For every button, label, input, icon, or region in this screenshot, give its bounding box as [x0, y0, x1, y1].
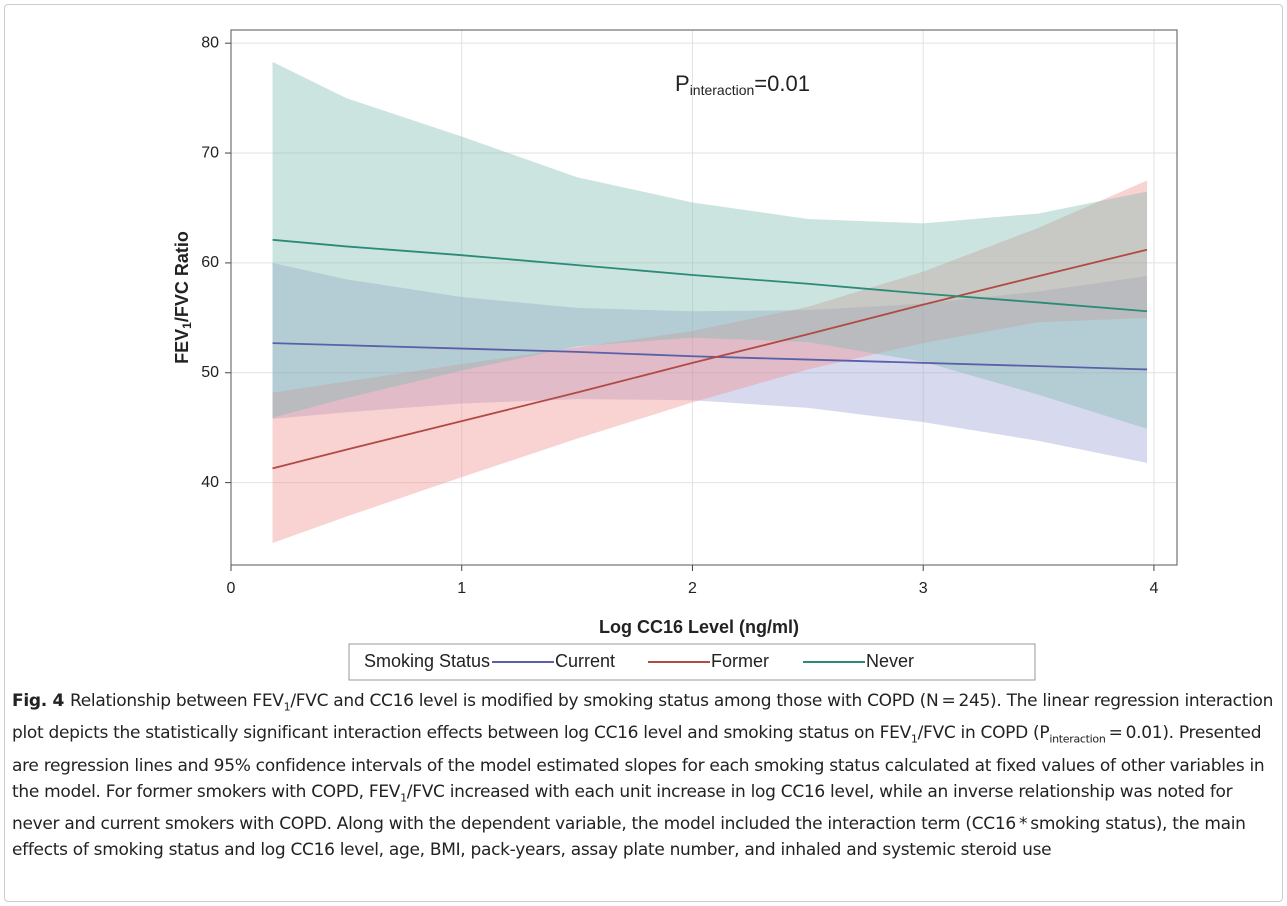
annotation-subscript: interaction: [690, 82, 755, 98]
x-tick-label: 2: [688, 580, 697, 597]
caption-text: /FVC in COPD (P: [917, 723, 1050, 744]
regression-line: [272, 238, 1148, 313]
x-tick-label: 4: [1149, 580, 1158, 597]
y-axis-label: FEV1/FVC Ratio: [172, 231, 194, 364]
caption-text: /FVC increased with each unit increase i…: [12, 781, 1246, 861]
caption-subscript: 1: [910, 732, 918, 746]
caption-text: /FVC and CC16 level is modified by smoki…: [12, 691, 1274, 744]
annotation: Pinteraction=0.01: [675, 71, 810, 98]
y-tick-label: 60: [201, 254, 219, 271]
legend-label: Current: [555, 651, 615, 671]
caption-label: Fig. 4: [12, 691, 65, 711]
x-tick-label: 3: [919, 580, 928, 597]
legend-label: Former: [711, 651, 769, 671]
y-label-text: FEV: [172, 329, 192, 364]
x-tick-label: 1: [457, 580, 466, 597]
caption-text: = 0.01). Presented are regression lines …: [12, 723, 1265, 802]
legend-title: Smoking Status: [364, 651, 490, 671]
regression-line: [272, 342, 1148, 371]
y-label-subscript: 1: [180, 322, 194, 329]
caption-subscript: 1: [400, 791, 407, 805]
y-label-rest: /FVC Ratio: [172, 231, 192, 322]
y-tick-label: 80: [201, 34, 219, 51]
confidence-band: [272, 180, 1148, 544]
y-tick-label: 50: [201, 364, 219, 381]
plot-frame: [230, 29, 1178, 566]
y-tick-label: 70: [201, 144, 219, 161]
caption-subscript: interaction: [1049, 732, 1106, 746]
confidence-band: [272, 61, 1148, 429]
confidence-band: [272, 262, 1148, 463]
x-axis-label: Log CC16 Level (ng/ml): [599, 617, 799, 637]
caption-text: Relationship between FEV: [70, 691, 284, 711]
x-tick-label: 0: [227, 580, 236, 597]
annotation-text: P: [675, 71, 690, 96]
caption: Fig. 4 Relationship between FEV1/FVC and …: [12, 688, 1274, 863]
chart: 40 50 60 70 80 0 1 2 3 4 Pinteraction=0.01 Log CC16…: [172, 29, 1178, 681]
y-tick-label: 40: [201, 474, 219, 491]
caption-subscript: 1: [283, 700, 291, 714]
legend-label: Never: [866, 651, 914, 671]
figure-frame: [4, 4, 1283, 902]
regression-line: [272, 248, 1148, 470]
annotation-rest: =0.01: [754, 71, 810, 96]
